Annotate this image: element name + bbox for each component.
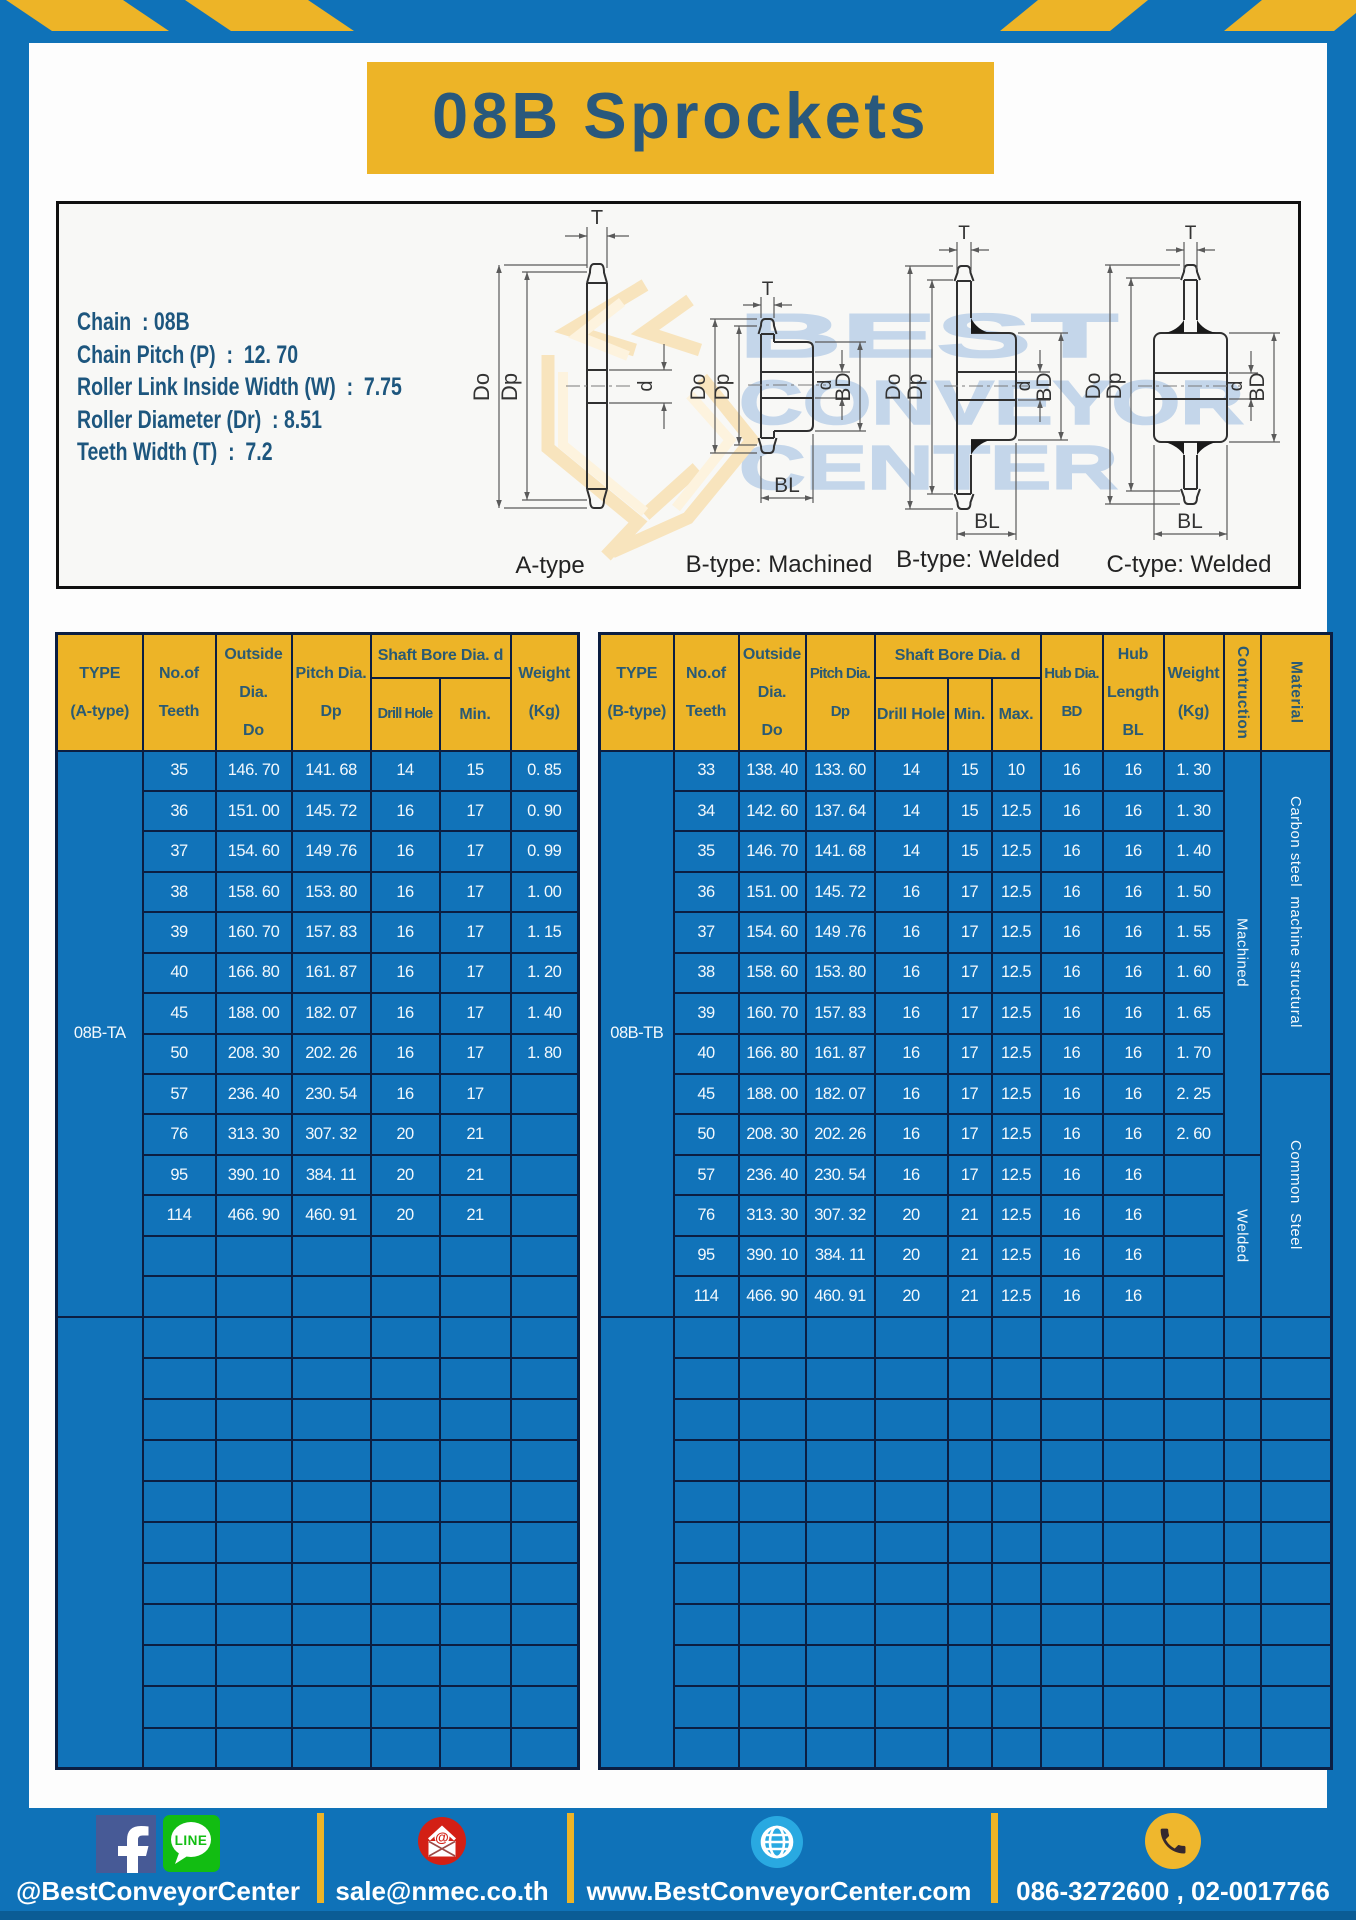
svg-text:@: @: [435, 1829, 449, 1845]
svg-text:C-type: Welded: C-type: Welded: [1107, 551, 1272, 578]
svg-text:d: d: [815, 380, 836, 391]
svg-text:T: T: [1185, 223, 1197, 244]
svg-text:Dp: Dp: [904, 374, 927, 401]
svg-text:A-type: A-type: [515, 552, 584, 579]
svg-text:BL: BL: [974, 510, 1000, 533]
svg-text:Dp: Dp: [711, 374, 734, 401]
svg-text:T: T: [958, 223, 970, 244]
svg-text:CENTER: CENTER: [739, 434, 1118, 503]
svg-text:T: T: [762, 279, 774, 300]
svg-text:BL: BL: [1177, 510, 1203, 533]
svg-text:BEST: BEST: [739, 302, 1118, 371]
svg-text:LINE: LINE: [175, 1833, 208, 1848]
svg-text:d: d: [1014, 381, 1035, 392]
svg-text:Do: Do: [1082, 373, 1105, 400]
svg-text:BD: BD: [832, 372, 855, 401]
svg-text:Dp: Dp: [497, 373, 522, 401]
svg-text:Do: Do: [687, 374, 710, 401]
svg-text:T: T: [591, 207, 603, 229]
svg-text:B-type: Welded: B-type: Welded: [896, 546, 1060, 573]
svg-text:CONVEYOR: CONVEYOR: [739, 369, 1244, 438]
svg-text:Do: Do: [469, 373, 494, 401]
svg-text:Do: Do: [882, 374, 905, 401]
svg-text:d: d: [635, 380, 657, 391]
svg-text:B-type: Machined: B-type: Machined: [686, 551, 873, 578]
svg-text:BD: BD: [1033, 372, 1056, 401]
svg-text:BL: BL: [774, 474, 800, 497]
svg-text:d: d: [1226, 381, 1247, 392]
svg-text:Dp: Dp: [1103, 373, 1126, 400]
svg-text:BD: BD: [1246, 372, 1269, 401]
